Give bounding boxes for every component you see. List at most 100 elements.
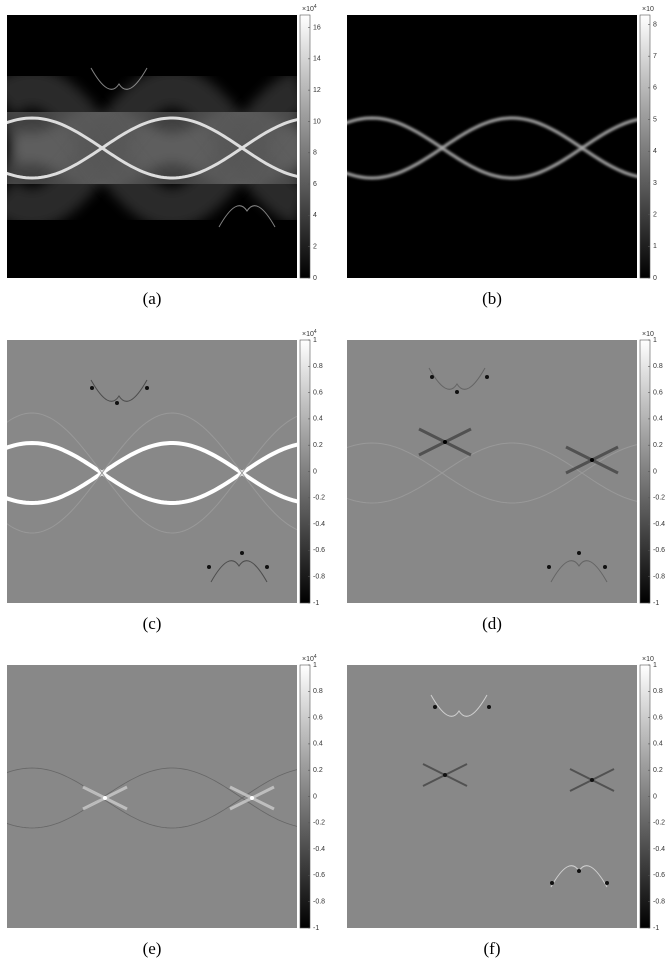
spot	[265, 565, 269, 569]
panel: -1-0.8-0.6-0.4-0.200.20.40.60.81×10(f)	[347, 656, 665, 958]
multiplier-base: ×10	[642, 331, 654, 338]
panel-label: (f)	[484, 939, 501, 958]
sinogram-image	[347, 665, 637, 928]
colorbar-tick-label: -0.2	[653, 820, 665, 827]
colorbar-multiplier: ×10	[642, 6, 654, 13]
spot	[577, 869, 581, 873]
colorbar-tick-label: -1	[653, 600, 659, 607]
colorbar-tick-label: 10	[313, 118, 321, 125]
multiplier-exponent: 4	[314, 654, 317, 660]
colorbar-tick-label: 0.4	[653, 416, 663, 423]
colorbar-tick-label: 0	[313, 275, 317, 282]
colorbar-tick-label: 12	[313, 87, 321, 94]
colorbar-tick-label: 0.2	[313, 767, 323, 774]
colorbar-tick-label: 0.6	[313, 714, 323, 721]
colorbar-tick-label: 0.6	[313, 389, 323, 396]
spot	[550, 881, 554, 885]
colorbar-tick-label: 16	[313, 24, 321, 31]
colorbar-tick-label: -1	[313, 600, 319, 607]
multiplier-base: ×10	[302, 6, 314, 13]
panel: -1-0.8-0.6-0.4-0.200.20.40.60.81×10(d)	[342, 331, 665, 633]
spot	[590, 458, 594, 462]
colorbar-tick-label: -0.8	[653, 899, 665, 906]
colorbar-tick-label: -0.8	[313, 574, 325, 581]
colorbar-tick-label: 0	[653, 468, 657, 475]
colorbar-tick-label: 0	[313, 468, 317, 475]
spot	[487, 705, 491, 709]
colorbar-tick-label: 6	[653, 85, 657, 92]
colorbar-tick-label: 0.4	[653, 741, 663, 748]
colorbar-tick-label: 5	[653, 116, 657, 123]
colorbar-tick-label: -1	[653, 925, 659, 932]
multiplier-base: ×10	[302, 331, 314, 338]
background	[347, 15, 637, 278]
colorbar-tick-label: -0.2	[653, 495, 665, 502]
spot	[250, 796, 254, 800]
colorbar-tick-label: 0	[653, 793, 657, 800]
colorbar-tick-label: -0.8	[313, 899, 325, 906]
colorbar-tick-label: 0.2	[313, 442, 323, 449]
colorbar-tick-label: 0.8	[313, 363, 323, 370]
colorbar-tick-label: -0.4	[653, 521, 665, 528]
colorbar-tick-label: 0.6	[653, 389, 663, 396]
colorbar-multiplier: ×10	[642, 656, 654, 663]
colorbar-tick-label: 14	[313, 56, 321, 63]
spot	[443, 440, 447, 444]
panel-label: (e)	[143, 939, 162, 958]
colorbar-tick-label: 2	[653, 211, 657, 218]
colorbar-tick-label: 0.4	[313, 741, 323, 748]
colorbar-tick-label: 0.8	[313, 688, 323, 695]
page: 0246810121416×104(a)012345678×10(b)-1-0.…	[0, 0, 668, 964]
spot	[547, 565, 551, 569]
panel-label: (d)	[482, 614, 502, 633]
colorbar-tick-label: 2	[313, 244, 317, 251]
spot	[577, 551, 581, 555]
colorbar	[640, 15, 650, 278]
spot	[603, 565, 607, 569]
panel-label: (a)	[143, 289, 162, 308]
sinogram-image	[342, 340, 642, 603]
sinogram-image	[2, 340, 302, 603]
colorbar-tick-label: 0.2	[653, 767, 663, 774]
spot	[443, 773, 447, 777]
colorbar-tick-label: 0.6	[653, 714, 663, 721]
panel: -1-0.8-0.6-0.4-0.200.20.40.60.81×104(c)	[2, 329, 325, 633]
colorbar-tick-label: 6	[313, 181, 317, 188]
figure: 0246810121416×104(a)012345678×10(b)-1-0.…	[0, 0, 668, 964]
panel-label: (b)	[482, 289, 502, 308]
colorbar-tick-label: -0.2	[313, 495, 325, 502]
spot	[455, 390, 459, 394]
colorbar-tick-label: 1	[653, 243, 657, 250]
multiplier-base: ×10	[302, 656, 314, 663]
colorbar-tick-label: 0.4	[313, 416, 323, 423]
multiplier-exponent: 4	[314, 4, 317, 10]
colorbar-tick-label: -1	[313, 925, 319, 932]
colorbar-tick-label: 0.8	[653, 363, 663, 370]
multiplier-base: ×10	[642, 6, 654, 13]
spot	[605, 881, 609, 885]
multiplier-base: ×10	[642, 656, 654, 663]
colorbar-tick-label: 7	[653, 53, 657, 60]
spot	[103, 796, 107, 800]
background	[347, 665, 637, 928]
colorbar-tick-label: 0.2	[653, 442, 663, 449]
colorbar-tick-label: -0.8	[653, 574, 665, 581]
spot	[115, 401, 119, 405]
colorbar-tick-label: -0.4	[313, 521, 325, 528]
colorbar-tick-label: 0	[313, 793, 317, 800]
colorbar-tick-label: 8	[653, 21, 657, 28]
colorbar-tick-label: -0.6	[653, 872, 665, 879]
multiplier-exponent: 4	[314, 329, 317, 335]
spot	[485, 375, 489, 379]
colorbar-tick-label: -0.4	[313, 846, 325, 853]
spot	[430, 375, 434, 379]
colorbar	[300, 15, 310, 278]
colorbar-tick-label: 8	[313, 150, 317, 157]
colorbar-tick-label: 3	[653, 180, 657, 187]
colorbar-tick-label: -0.6	[313, 547, 325, 554]
sinogram-image	[2, 15, 302, 278]
colorbar-tick-label: 0.8	[653, 688, 663, 695]
panel: -1-0.8-0.6-0.4-0.200.20.40.60.81×104(e)	[2, 654, 325, 958]
colorbar-tick-label: -0.4	[653, 846, 665, 853]
